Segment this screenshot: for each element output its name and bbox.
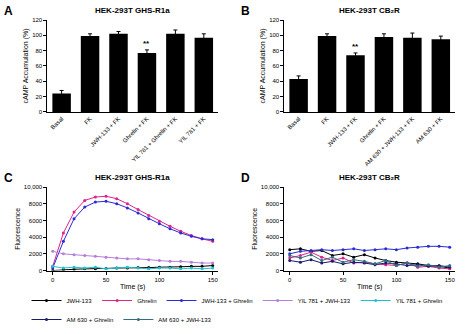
svg-text:YIL 781 + Ghrelin + FK: YIL 781 + Ghrelin + FK <box>131 116 178 163</box>
svg-text:50: 50 <box>103 277 110 283</box>
svg-text:Time (s): Time (s) <box>357 283 382 291</box>
svg-text:150: 150 <box>445 277 456 283</box>
svg-text:120: 120 <box>269 17 280 23</box>
svg-text:120: 120 <box>32 17 43 23</box>
svg-text:HEK-293T CB₂R: HEK-293T CB₂R <box>339 6 400 15</box>
svg-text:HEK-293T CB₂R: HEK-293T CB₂R <box>339 173 400 182</box>
svg-text:80: 80 <box>36 48 43 54</box>
svg-text:0: 0 <box>51 277 55 283</box>
svg-text:100: 100 <box>391 277 402 283</box>
svg-text:**: ** <box>143 39 150 48</box>
svg-text:Ghrelin + FK: Ghrelin + FK <box>359 116 387 144</box>
svg-text:0: 0 <box>39 268 43 274</box>
svg-text:100: 100 <box>269 32 280 38</box>
svg-text:20: 20 <box>273 94 280 100</box>
svg-text:100: 100 <box>154 277 165 283</box>
svg-text:2000: 2000 <box>266 251 280 257</box>
svg-text:HEK-293T GHS-R1a: HEK-293T GHS-R1a <box>95 173 170 182</box>
svg-text:cAMP Accumulation (%): cAMP Accumulation (%) <box>259 28 267 103</box>
svg-text:2000: 2000 <box>29 251 43 257</box>
svg-text:FK: FK <box>320 116 330 126</box>
svg-text:YIL 781 + Ghrelin: YIL 781 + Ghrelin <box>396 298 443 304</box>
svg-text:20: 20 <box>36 94 43 100</box>
svg-text:100: 100 <box>32 32 43 38</box>
svg-text:10,000: 10,000 <box>24 184 43 190</box>
svg-text:60: 60 <box>36 63 43 69</box>
svg-text:B: B <box>241 4 250 18</box>
svg-text:80: 80 <box>273 48 280 54</box>
svg-text:Time (s): Time (s) <box>120 283 145 291</box>
svg-text:Ghrelin + FK: Ghrelin + FK <box>122 116 150 144</box>
svg-text:0: 0 <box>276 109 280 115</box>
svg-text:60: 60 <box>273 63 280 69</box>
svg-text:JWH-133 + Ghrelin: JWH-133 + Ghrelin <box>202 298 253 304</box>
svg-text:FK: FK <box>83 116 93 126</box>
svg-text:50: 50 <box>340 277 347 283</box>
svg-text:Basal: Basal <box>50 116 65 131</box>
svg-text:AM 630 + Ghrelin: AM 630 + Ghrelin <box>67 317 114 323</box>
svg-text:D: D <box>241 171 250 185</box>
svg-text:0: 0 <box>39 109 43 115</box>
svg-text:40: 40 <box>273 78 280 84</box>
svg-text:HEK-293T GHS-R1a: HEK-293T GHS-R1a <box>95 6 170 15</box>
svg-text:6000: 6000 <box>266 218 280 224</box>
svg-text:YIL 781 + FK: YIL 781 + FK <box>178 116 207 145</box>
svg-text:4000: 4000 <box>29 234 43 240</box>
svg-text:JWH-133 + FK: JWH-133 + FK <box>326 116 358 148</box>
svg-text:Fluorescence: Fluorescence <box>251 208 258 250</box>
svg-text:Ghrelin: Ghrelin <box>137 298 156 304</box>
svg-text:6000: 6000 <box>29 218 43 224</box>
svg-text:JWH-133 + FK: JWH-133 + FK <box>89 116 121 148</box>
svg-text:8000: 8000 <box>29 201 43 207</box>
svg-text:8000: 8000 <box>266 201 280 207</box>
svg-text:AM 630 + JWH-133: AM 630 + JWH-133 <box>158 317 211 323</box>
svg-text:40: 40 <box>36 78 43 84</box>
svg-text:AM 630 + JWH-133 + FK: AM 630 + JWH-133 + FK <box>364 116 416 168</box>
svg-text:**: ** <box>352 42 359 51</box>
svg-text:cAMP Accumulation (%): cAMP Accumulation (%) <box>22 28 30 103</box>
svg-text:4000: 4000 <box>266 234 280 240</box>
svg-text:C: C <box>4 171 13 185</box>
svg-text:AM 630 + FK: AM 630 + FK <box>415 116 444 145</box>
svg-text:Fluorescence: Fluorescence <box>14 208 21 250</box>
svg-text:A: A <box>4 4 13 18</box>
svg-text:10,000: 10,000 <box>261 184 280 190</box>
svg-text:0: 0 <box>288 277 292 283</box>
svg-text:JWH-133: JWH-133 <box>67 298 93 304</box>
svg-text:YIL 781 + JWH-133: YIL 781 + JWH-133 <box>298 298 351 304</box>
svg-text:150: 150 <box>208 277 219 283</box>
svg-text:0: 0 <box>276 268 280 274</box>
svg-text:Basal: Basal <box>287 116 302 131</box>
